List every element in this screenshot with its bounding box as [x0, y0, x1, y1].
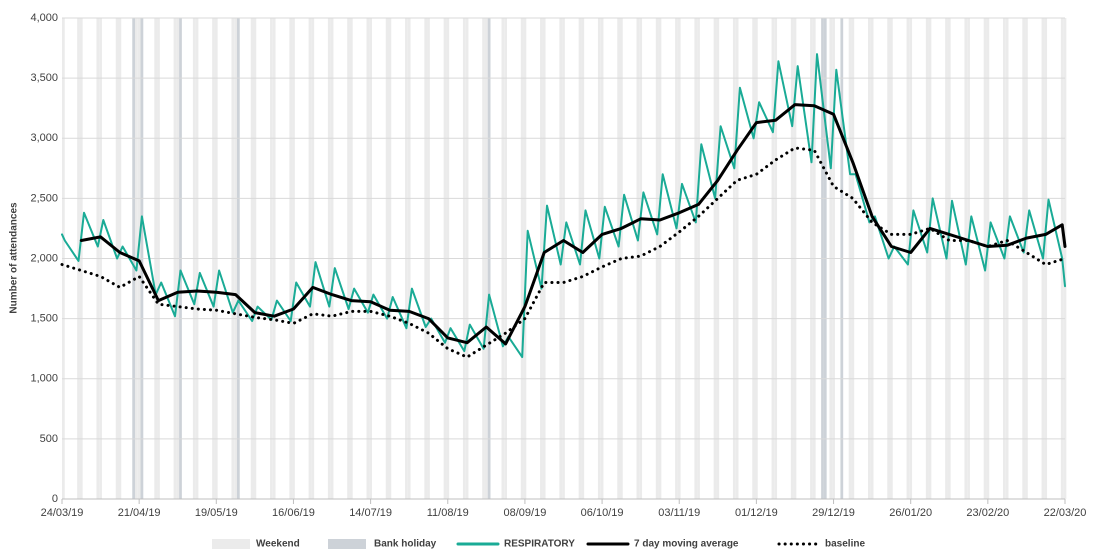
x-tick-label: 29/12/19: [812, 507, 855, 519]
x-tick-label: 24/03/19: [41, 507, 84, 519]
series-line: [61, 53, 1066, 359]
legend-swatch: [212, 539, 250, 549]
series-line: [79, 103, 1067, 346]
x-tick-label: 19/05/19: [195, 507, 238, 519]
legend-label: RESPIRATORY: [504, 539, 575, 550]
x-tick-label: 03/11/19: [658, 507, 700, 519]
legend: Weekend Bank holiday RESPIRATORY 7 day movi…: [212, 539, 865, 550]
y-tick-label: 500: [40, 433, 58, 445]
y-tick-label: 1,500: [30, 313, 58, 325]
x-tick-label: 16/06/19: [272, 507, 315, 519]
y-tick-label: 3,000: [30, 132, 58, 144]
x-tick-label: 21/04/19: [118, 507, 161, 519]
y-tick-label: 1,000: [30, 373, 58, 385]
x-tick-label: 06/10/19: [581, 507, 624, 519]
x-tick-label: 01/12/19: [735, 507, 778, 519]
legend-label: 7 day moving average: [634, 539, 739, 550]
lines: [60, 53, 1067, 359]
axes: 0 500 1,000 1,500 2,000 2,500 3,000 3,500 4,000 2…: [30, 12, 1086, 519]
y-tick-label: 2,000: [30, 252, 58, 264]
y-tick-label: 3,500: [30, 72, 58, 84]
x-tick-label: 26/01/20: [889, 507, 932, 519]
legend-label: Bank holiday: [374, 539, 437, 550]
y-tick-label: 4,000: [30, 12, 58, 24]
x-tick-label: 14/07/19: [349, 507, 392, 519]
legend-label: Weekend: [256, 539, 300, 550]
legend-swatch: [328, 539, 366, 549]
x-tick-label: 11/08/19: [427, 507, 469, 519]
x-tick-label: 23/02/20: [966, 507, 1009, 519]
y-tick-label: 0: [52, 493, 58, 505]
x-tick-label: 08/09/19: [504, 507, 547, 519]
y-axis-label: Number of attendances: [9, 202, 20, 314]
series-line: [60, 146, 1067, 359]
y-tick-label: 2,500: [30, 192, 58, 204]
x-tick-label: 22/03/20: [1044, 507, 1087, 519]
legend-label: baseline: [825, 539, 865, 550]
